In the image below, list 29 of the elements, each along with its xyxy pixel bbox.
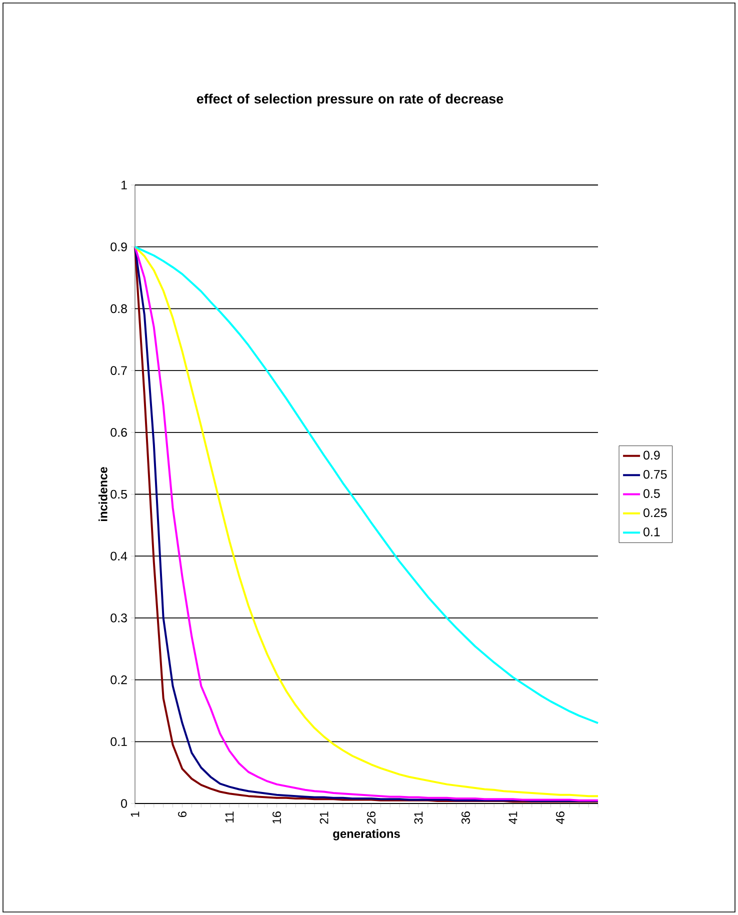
y-tick-label: 0.7 [110,366,127,375]
x-tick-label: 16 [272,812,281,824]
x-axis-title: generations [333,829,400,840]
legend-label: 0.75 [644,470,667,479]
x-tick-label: 36 [461,812,470,824]
x-tick-label: 21 [320,812,328,824]
y-tick-label: 0.2 [110,675,127,684]
y-tick-label: 0.6 [110,428,127,437]
y-axis-title: incidence [98,467,108,521]
legend-label: 0.1 [644,528,660,536]
legend-label: 0.25 [644,508,667,518]
x-tick-label: 31 [414,812,423,824]
y-tick-label: 0.5 [110,490,127,499]
x-tick-label: 1 [130,812,140,817]
y-tick-label: 0.3 [110,614,127,622]
y-tick-label: 1 [122,180,127,190]
legend-label: 0.5 [644,489,660,498]
y-tick-label: 0 [121,799,127,808]
chart-title: effect of selection pressure on rate of decrease [196,94,504,106]
y-tick-label: 0.4 [110,552,128,561]
y-tick-label: 0.8 [110,304,127,314]
x-tick-label: 41 [508,812,518,824]
legend-label: 0.9 [644,450,660,460]
x-tick-label: 11 [225,812,234,823]
x-tick-label: 6 [178,812,186,818]
y-tick-label: 0.1 [110,737,127,746]
y-tick-label: 0.9 [110,242,127,252]
x-tick-label: 26 [366,812,376,824]
x-tick-label: 46 [556,812,564,824]
